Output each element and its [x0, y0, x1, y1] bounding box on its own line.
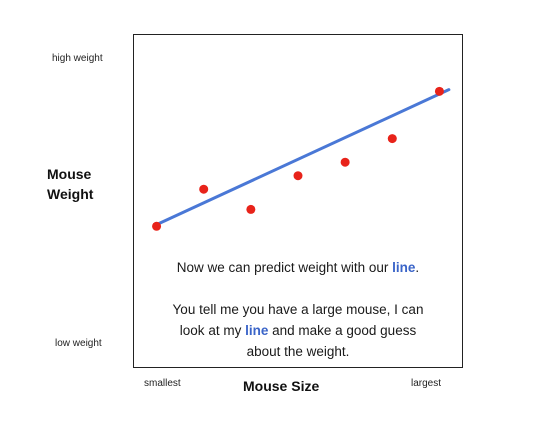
- data-point: [152, 221, 162, 231]
- data-point: [387, 134, 397, 144]
- x-tick-smallest: smallest: [144, 378, 181, 389]
- y-tick-low-weight: low weight: [55, 338, 102, 349]
- annotation-line-2: You tell me you have a large mouse, I ca…: [172, 302, 424, 317]
- annotation-line-3-before: look at my: [179, 323, 246, 338]
- plot-area: [133, 34, 463, 368]
- data-point: [434, 86, 444, 96]
- annotation-line-3-highlight: line: [245, 323, 269, 338]
- y-axis-title: Mouse Weight: [47, 164, 93, 204]
- annotation-line-4: about the weight.: [246, 344, 350, 359]
- annotation-line-3: look at my line and make a good guess: [133, 321, 463, 341]
- data-point: [340, 157, 350, 167]
- data-point: [246, 204, 256, 214]
- annotation-line-1-after: .: [415, 260, 420, 275]
- trend-line: [155, 88, 451, 227]
- x-tick-largest: largest: [411, 378, 442, 389]
- annotation-line-1-before: Now we can predict weight with our: [176, 260, 393, 275]
- x-axis-title: Mouse Size: [243, 378, 320, 394]
- y-axis-title-line1: Mouse: [47, 166, 92, 182]
- y-axis-title-line2: Weight: [47, 186, 94, 202]
- y-tick-high-weight: high weight: [52, 53, 103, 64]
- annotation-line-3-after: and make a good guess: [268, 323, 417, 338]
- annotation-line-1-highlight: line: [392, 260, 416, 275]
- annotation-line-1: Now we can predict weight with our line.: [133, 258, 463, 278]
- data-point: [293, 171, 303, 181]
- data-point: [199, 184, 209, 194]
